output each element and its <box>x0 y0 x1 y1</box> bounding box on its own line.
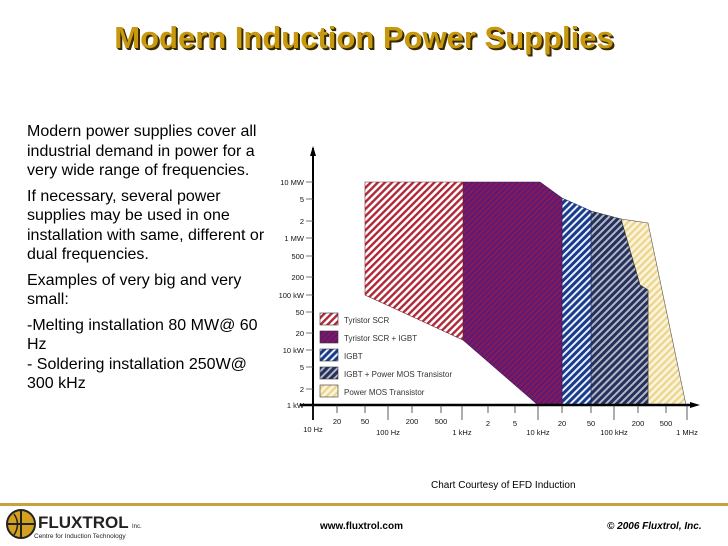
svg-text:5: 5 <box>300 363 304 372</box>
svg-text:20: 20 <box>296 329 304 338</box>
globe-icon <box>6 509 36 539</box>
svg-text:2: 2 <box>300 385 304 394</box>
svg-text:10 kW: 10 kW <box>283 346 305 355</box>
chart-courtesy: Chart Courtesy of EFD Induction <box>431 480 576 491</box>
svg-text:50: 50 <box>361 417 369 426</box>
svg-text:10 MW: 10 MW <box>280 178 305 187</box>
example-2: - Soldering installation 250W@ 300 kHz <box>27 355 247 393</box>
legend-label-tyristor-scr: Tyristor SCR <box>344 316 390 325</box>
region-igbt <box>561 197 592 406</box>
legend-label-igbt: IGBT <box>344 352 363 361</box>
x-axis-arrow-icon <box>690 402 700 408</box>
svg-text:5: 5 <box>300 195 304 204</box>
svg-text:200: 200 <box>291 273 304 282</box>
legend-swatch-igbt-mos <box>319 366 339 380</box>
paragraph-3: Examples of very big and very small: <box>27 271 242 309</box>
svg-text:2: 2 <box>486 419 490 428</box>
legend-swatch-igbt <box>319 348 339 362</box>
svg-text:1 kW: 1 kW <box>287 401 305 410</box>
fluxtrol-logo: FLUXTROL Inc. Centre for Induction Techn… <box>6 509 142 540</box>
paragraph-2: If necessary, several power supplies may… <box>27 187 265 264</box>
svg-text:2: 2 <box>300 217 304 226</box>
y-ticks <box>306 181 313 390</box>
svg-text:100 kW: 100 kW <box>279 291 305 300</box>
legend-label-power-mos: Power MOS Transistor <box>344 388 425 397</box>
svg-text:100 Hz: 100 Hz <box>376 428 400 437</box>
x-ticks <box>312 405 688 420</box>
svg-text:50: 50 <box>296 308 304 317</box>
logo-wordmark: FLUXTROL <box>38 513 129 532</box>
power-frequency-chart: 10 MW 5 2 1 MW 500 200 100 kW 50 20 10 k… <box>279 146 700 437</box>
legend-label-igbt-mos: IGBT + Power MOS Transistor <box>344 370 452 379</box>
legend-swatch-tyristor-scr <box>319 312 339 326</box>
svg-text:50: 50 <box>587 419 595 428</box>
body-text: Modern power supplies cover all industri… <box>27 122 277 394</box>
region-tyristor-scr-igbt <box>462 181 563 406</box>
footer-copyright: © 2006 Fluxtrol, Inc. <box>607 521 702 532</box>
svg-text:200: 200 <box>406 417 419 426</box>
chart-legend: Tyristor SCR Tyristor SCR + IGBT IGBT IG… <box>319 312 452 398</box>
svg-text:500: 500 <box>660 419 673 428</box>
footer-rule <box>0 503 728 506</box>
legend-swatch-power-mos <box>319 384 339 398</box>
svg-text:10 kHz: 10 kHz <box>526 428 550 437</box>
svg-text:100 kHz: 100 kHz <box>600 428 628 437</box>
svg-text:20: 20 <box>558 419 566 428</box>
svg-text:10 Hz: 10 Hz <box>303 425 323 434</box>
svg-text:1 MHz: 1 MHz <box>676 428 698 437</box>
legend-swatch-tyristor-scr-igbt <box>319 330 339 344</box>
svg-text:500: 500 <box>291 252 304 261</box>
legend-label-tyristor-scr-igbt: Tyristor SCR + IGBT <box>344 334 417 343</box>
paragraph-1: Modern power supplies cover all industri… <box>27 123 257 179</box>
svg-text:1 kHz: 1 kHz <box>452 428 471 437</box>
logo-tagline: Centre for Induction Technology <box>34 533 126 540</box>
region-tyristor-scr <box>364 181 464 341</box>
y-axis-arrow-icon <box>310 146 316 156</box>
footer-url[interactable]: www.fluxtrol.com <box>320 521 403 532</box>
svg-text:500: 500 <box>435 417 448 426</box>
slide-title: Modern Induction Power Supplies <box>114 20 614 55</box>
example-1: -Melting installation 80 MW@ 60 Hz <box>27 316 258 354</box>
y-tick-labels: 10 MW 5 2 1 MW 500 200 100 kW 50 20 10 k… <box>279 178 305 410</box>
svg-text:1 MW: 1 MW <box>284 234 305 243</box>
svg-text:5: 5 <box>513 419 517 428</box>
x-tick-labels: 10 Hz 20 50 100 Hz 200 500 1 kHz 2 5 10 … <box>303 417 698 437</box>
svg-text:20: 20 <box>333 417 341 426</box>
svg-text:200: 200 <box>632 419 645 428</box>
logo-suffix: Inc. <box>132 524 142 530</box>
